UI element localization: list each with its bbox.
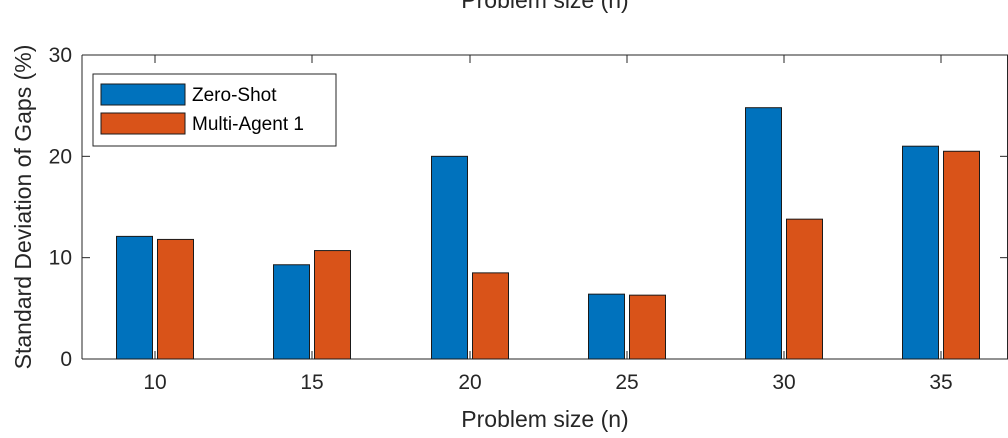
- y-tick-label: 0: [60, 348, 72, 371]
- bar-zero-shot-10: [116, 235, 153, 360]
- bar-multi-agent-1-30: [786, 218, 823, 360]
- ticks-group: 0 10 20 30 10 15 20 25 30 35: [49, 44, 1008, 394]
- y-tick-label: 30: [49, 44, 72, 67]
- x-tick-label: 35: [929, 371, 952, 394]
- bars-group: [116, 107, 980, 360]
- y-tick-label: 10: [49, 247, 72, 270]
- chart-title: Problem size (n): [461, 0, 628, 13]
- bar-multi-agent-1-25: [629, 294, 666, 360]
- legend-label: Zero-Shot: [192, 85, 277, 106]
- legend: Zero-Shot Multi-Agent 1: [92, 73, 337, 147]
- x-tick-label: 20: [458, 371, 481, 394]
- x-tick-label: 10: [143, 371, 166, 394]
- legend-label: Multi-Agent 1: [192, 114, 304, 135]
- bar-zero-shot-35: [902, 145, 939, 360]
- bar-zero-shot-15: [273, 264, 310, 360]
- bar-zero-shot-20: [431, 155, 468, 360]
- legend-swatch: [100, 112, 186, 135]
- legend-swatch: [100, 83, 186, 106]
- bar-zero-shot-30: [745, 107, 782, 360]
- x-tick-label: 15: [300, 371, 323, 394]
- bar-multi-agent-1-10: [157, 238, 194, 360]
- x-axis-title: Problem size (n): [461, 406, 628, 432]
- x-tick-label: 30: [772, 371, 795, 394]
- x-tick-label: 25: [615, 371, 638, 394]
- bar-zero-shot-25: [588, 293, 625, 360]
- bar-multi-agent-1-35: [943, 150, 980, 360]
- y-tick-label: 20: [49, 145, 72, 168]
- bar-multi-agent-1-20: [472, 272, 509, 360]
- y-axis-title: Standard Deviation of Gaps (%): [10, 45, 36, 370]
- bar-multi-agent-1-15: [314, 250, 351, 360]
- plot-area: 0 10 20 30 10 15 20 25 30 35: [49, 44, 1008, 394]
